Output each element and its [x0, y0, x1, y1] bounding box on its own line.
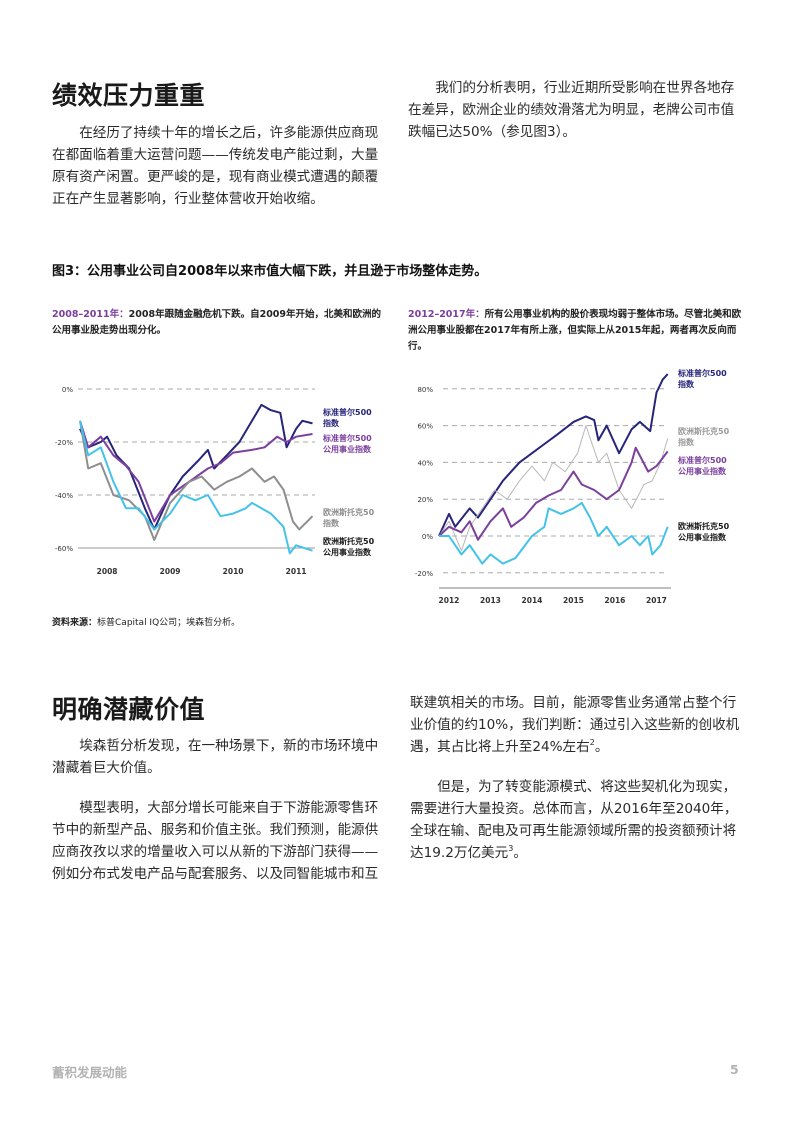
- source-note: 资料来源：标普Capital IQ公司；埃森哲分析。: [52, 615, 240, 628]
- x-tick-label: 2010: [223, 567, 244, 576]
- legend-label: 公用事业指数: [678, 466, 727, 476]
- paragraph-text: 联建筑相关的市场。目前，能源零售业务通常占整个行业价值的约10%，我们判断：通过…: [410, 695, 740, 755]
- y-tick-label: 20%: [417, 496, 433, 504]
- series-line-sp500-utilities: [438, 446, 669, 541]
- series-line-eurostoxx50-utilities: [79, 420, 313, 555]
- caption-period: 2008–2011年：: [52, 309, 129, 320]
- x-tick-label: 2017: [646, 596, 667, 605]
- legend-label: 欧洲斯托克50: [323, 536, 375, 546]
- series-line-eurostoxx50-chart2: [438, 425, 669, 552]
- chart2-caption: 2012–2017年：所有公用事业机构的股价表现均弱于整体市场。尽管北美和欧洲公…: [408, 307, 743, 355]
- x-tick-label: 2008: [97, 567, 118, 576]
- x-tick-label: 2009: [160, 567, 181, 576]
- figure-title: 图3：公用事业公司自2008年以来市值大幅下跌，并且逊于市场整体走势。: [52, 264, 488, 279]
- y-tick-label: 0%: [62, 386, 73, 394]
- legend-label: 公用事业指数: [323, 444, 372, 454]
- chart-2012-2017: 80% 60% 40% 20% 0% -20% 2012 2013 2014 2015 2016 20…: [415, 368, 730, 605]
- y-tick-label: -40%: [55, 492, 73, 500]
- legend-label: 公用事业指数: [678, 532, 727, 542]
- caption-text: 所有公用事业机构的股价表现均弱于整体市场。尽管北美和欧洲公用事业股都在2017年…: [408, 309, 742, 352]
- x-tick-label: 2015: [563, 596, 584, 605]
- x-tick-label: 2013: [480, 596, 501, 605]
- series-line-eurostoxx50-utilities: [439, 501, 669, 565]
- y-tick-label: -20%: [55, 439, 73, 447]
- legend-label: 指数: [678, 437, 695, 447]
- paragraph: 联建筑相关的市场。目前，能源零售业务通常占整个行业价值的约10%，我们判断：通过…: [410, 692, 743, 758]
- legend-label: 公用事业指数: [323, 547, 372, 557]
- chart-2008-2011: 0%-20%-40%-60%2008 2009 2010 2011标准普尔500指数标…: [55, 386, 375, 576]
- source-label: 资料来源：: [52, 618, 98, 628]
- y-tick-label: 80%: [417, 386, 433, 394]
- source-text: 标普Capital IQ公司；埃森哲分析。: [97, 618, 241, 628]
- legend-label: 指数: [323, 518, 340, 528]
- paragraph-tail: 。: [513, 845, 527, 861]
- legend-label: 标准普尔500: [322, 433, 372, 443]
- caption-period: 2012–2017年：: [408, 309, 485, 320]
- y-tick-label: -20%: [415, 570, 433, 578]
- x-tick-label: 2011: [286, 567, 307, 576]
- series-line-sp500: [79, 403, 313, 531]
- footer-title: 蓄积发展动能: [52, 1065, 128, 1080]
- paragraph: 我们的分析表明，行业近期所受影响在世界各地存在差异，欧洲企业的绩效滑落尤为明显，…: [408, 80, 735, 140]
- footnote-ref[interactable]: 2: [589, 738, 595, 747]
- legend-label: 标准普尔500: [677, 368, 727, 378]
- section-heading-performance-pressure: 绩效压力重重: [52, 81, 206, 110]
- legend-label: 标准普尔500: [677, 455, 727, 465]
- legend-label: 欧洲斯托克50: [678, 426, 730, 436]
- legend-label: 指数: [678, 379, 695, 389]
- section2-right-column: 联建筑相关的市场。目前，能源零售业务通常占整个行业价值的约10%，我们判断：通过…: [410, 692, 743, 864]
- caption-text: 2008年跟随金融危机下跌。自2009年开始，北美和欧洲的公用事业股走势出现分化…: [52, 309, 382, 336]
- y-tick-label: 0%: [422, 533, 433, 541]
- paragraph: 埃森哲分析发现，在一种场景下，新的市场环境中潜藏着巨大价值。: [52, 738, 379, 776]
- x-tick-label: 2012: [439, 596, 460, 605]
- section1-left-column: 在经历了持续十年的增长之后，许多能源供应商现在都面临着重大运营问题——传统发电产…: [52, 122, 382, 210]
- paragraph-text: 但是，为了转变能源模式、将这些契机化为现实，需要进行大量投资。总体而言，从201…: [410, 779, 738, 861]
- series-line-eurostoxx50: [79, 420, 314, 541]
- series-line-sp500: [438, 373, 669, 537]
- page-number: 5: [730, 1062, 739, 1077]
- section2-left-column: 埃森哲分析发现，在一种场景下，新的市场环境中潜藏着巨大价值。 模型表明，大部分增…: [52, 735, 382, 885]
- y-tick-label: -60%: [55, 545, 73, 553]
- y-tick-label: 60%: [417, 423, 433, 431]
- legend-label: 标准普尔500: [322, 407, 372, 417]
- paragraph: 模型表明，大部分增长可能来自于下游能源零售环节中的新型产品、服务和价值主张。我们…: [52, 800, 379, 882]
- footnote-ref[interactable]: 3: [508, 844, 514, 853]
- series-line-sp500-utilities: [79, 420, 313, 523]
- section-heading-hidden-value: 明确潜藏价值: [52, 695, 206, 724]
- x-tick-label: 2016: [605, 596, 626, 605]
- legend-label: 欧洲斯托克50: [323, 507, 375, 517]
- paragraph: 在经历了持续十年的增长之后，许多能源供应商现在都面临着重大运营问题——传统发电产…: [52, 125, 379, 207]
- legend-label: 指数: [323, 418, 340, 428]
- y-tick-label: 40%: [417, 459, 433, 467]
- paragraph-tail: 。: [594, 739, 609, 755]
- legend-label: 欧洲斯托克50: [678, 521, 730, 531]
- paragraph: 但是，为了转变能源模式、将这些契机化为现实，需要进行大量投资。总体而言，从201…: [410, 776, 743, 864]
- section1-right-column: 我们的分析表明，行业近期所受影响在世界各地存在差异，欧洲企业的绩效滑落尤为明显，…: [408, 77, 741, 143]
- x-tick-label: 2014: [522, 596, 543, 605]
- chart1-caption: 2008–2011年：2008年跟随金融危机下跌。自2009年开始，北美和欧洲的…: [52, 307, 382, 339]
